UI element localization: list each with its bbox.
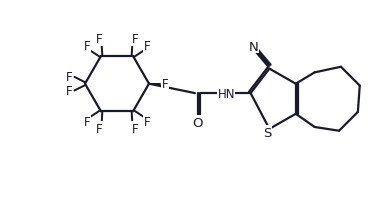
Text: F: F	[143, 116, 150, 129]
Text: F: F	[161, 78, 168, 91]
Text: F: F	[132, 122, 138, 135]
Text: HN: HN	[218, 87, 235, 100]
Text: F: F	[84, 40, 90, 53]
Text: F: F	[143, 40, 150, 53]
Text: O: O	[193, 116, 203, 129]
Text: S: S	[264, 126, 272, 139]
Text: N: N	[248, 41, 258, 54]
Text: F: F	[84, 116, 90, 129]
Text: F: F	[66, 84, 72, 97]
Text: F: F	[132, 33, 138, 46]
Text: F: F	[96, 33, 102, 46]
Text: F: F	[66, 71, 72, 84]
Text: F: F	[96, 122, 102, 135]
